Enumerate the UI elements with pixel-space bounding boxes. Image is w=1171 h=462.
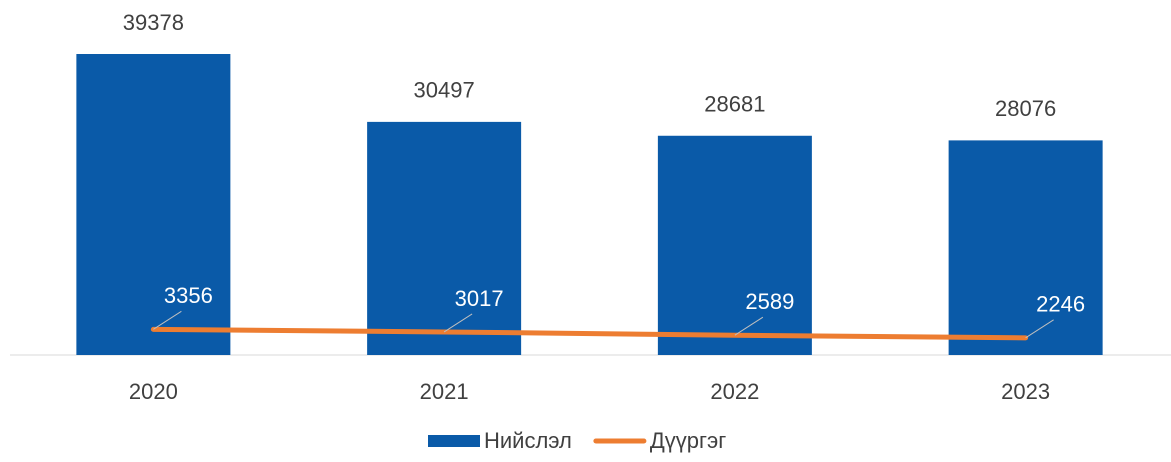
x-tick-label: 2020 <box>129 379 178 404</box>
bar <box>657 135 812 355</box>
leader-line <box>153 310 182 330</box>
legend-label: Дүүргэг <box>650 428 726 453</box>
data-label: 2246 <box>1036 292 1085 317</box>
leader-line <box>734 316 764 336</box>
data-label: 39378 <box>123 10 184 35</box>
data-label: 2589 <box>745 289 794 314</box>
data-label: 3356 <box>164 283 213 308</box>
data-label: 28076 <box>995 96 1056 121</box>
leader-line <box>443 313 473 333</box>
bar <box>367 121 522 356</box>
leader-line <box>1025 319 1054 339</box>
data-label: 3017 <box>455 286 504 311</box>
data-label: 30497 <box>414 78 475 103</box>
x-tick-label: 2023 <box>1001 379 1050 404</box>
line <box>150 326 1029 341</box>
x-tick-label: 2021 <box>420 379 469 404</box>
x-tick-label: 2022 <box>710 379 759 404</box>
data-label: 28681 <box>704 92 765 117</box>
legend-label: Нийслэл <box>484 428 572 453</box>
bar <box>76 54 231 355</box>
bar <box>948 140 1103 355</box>
legend-swatch <box>428 435 480 447</box>
